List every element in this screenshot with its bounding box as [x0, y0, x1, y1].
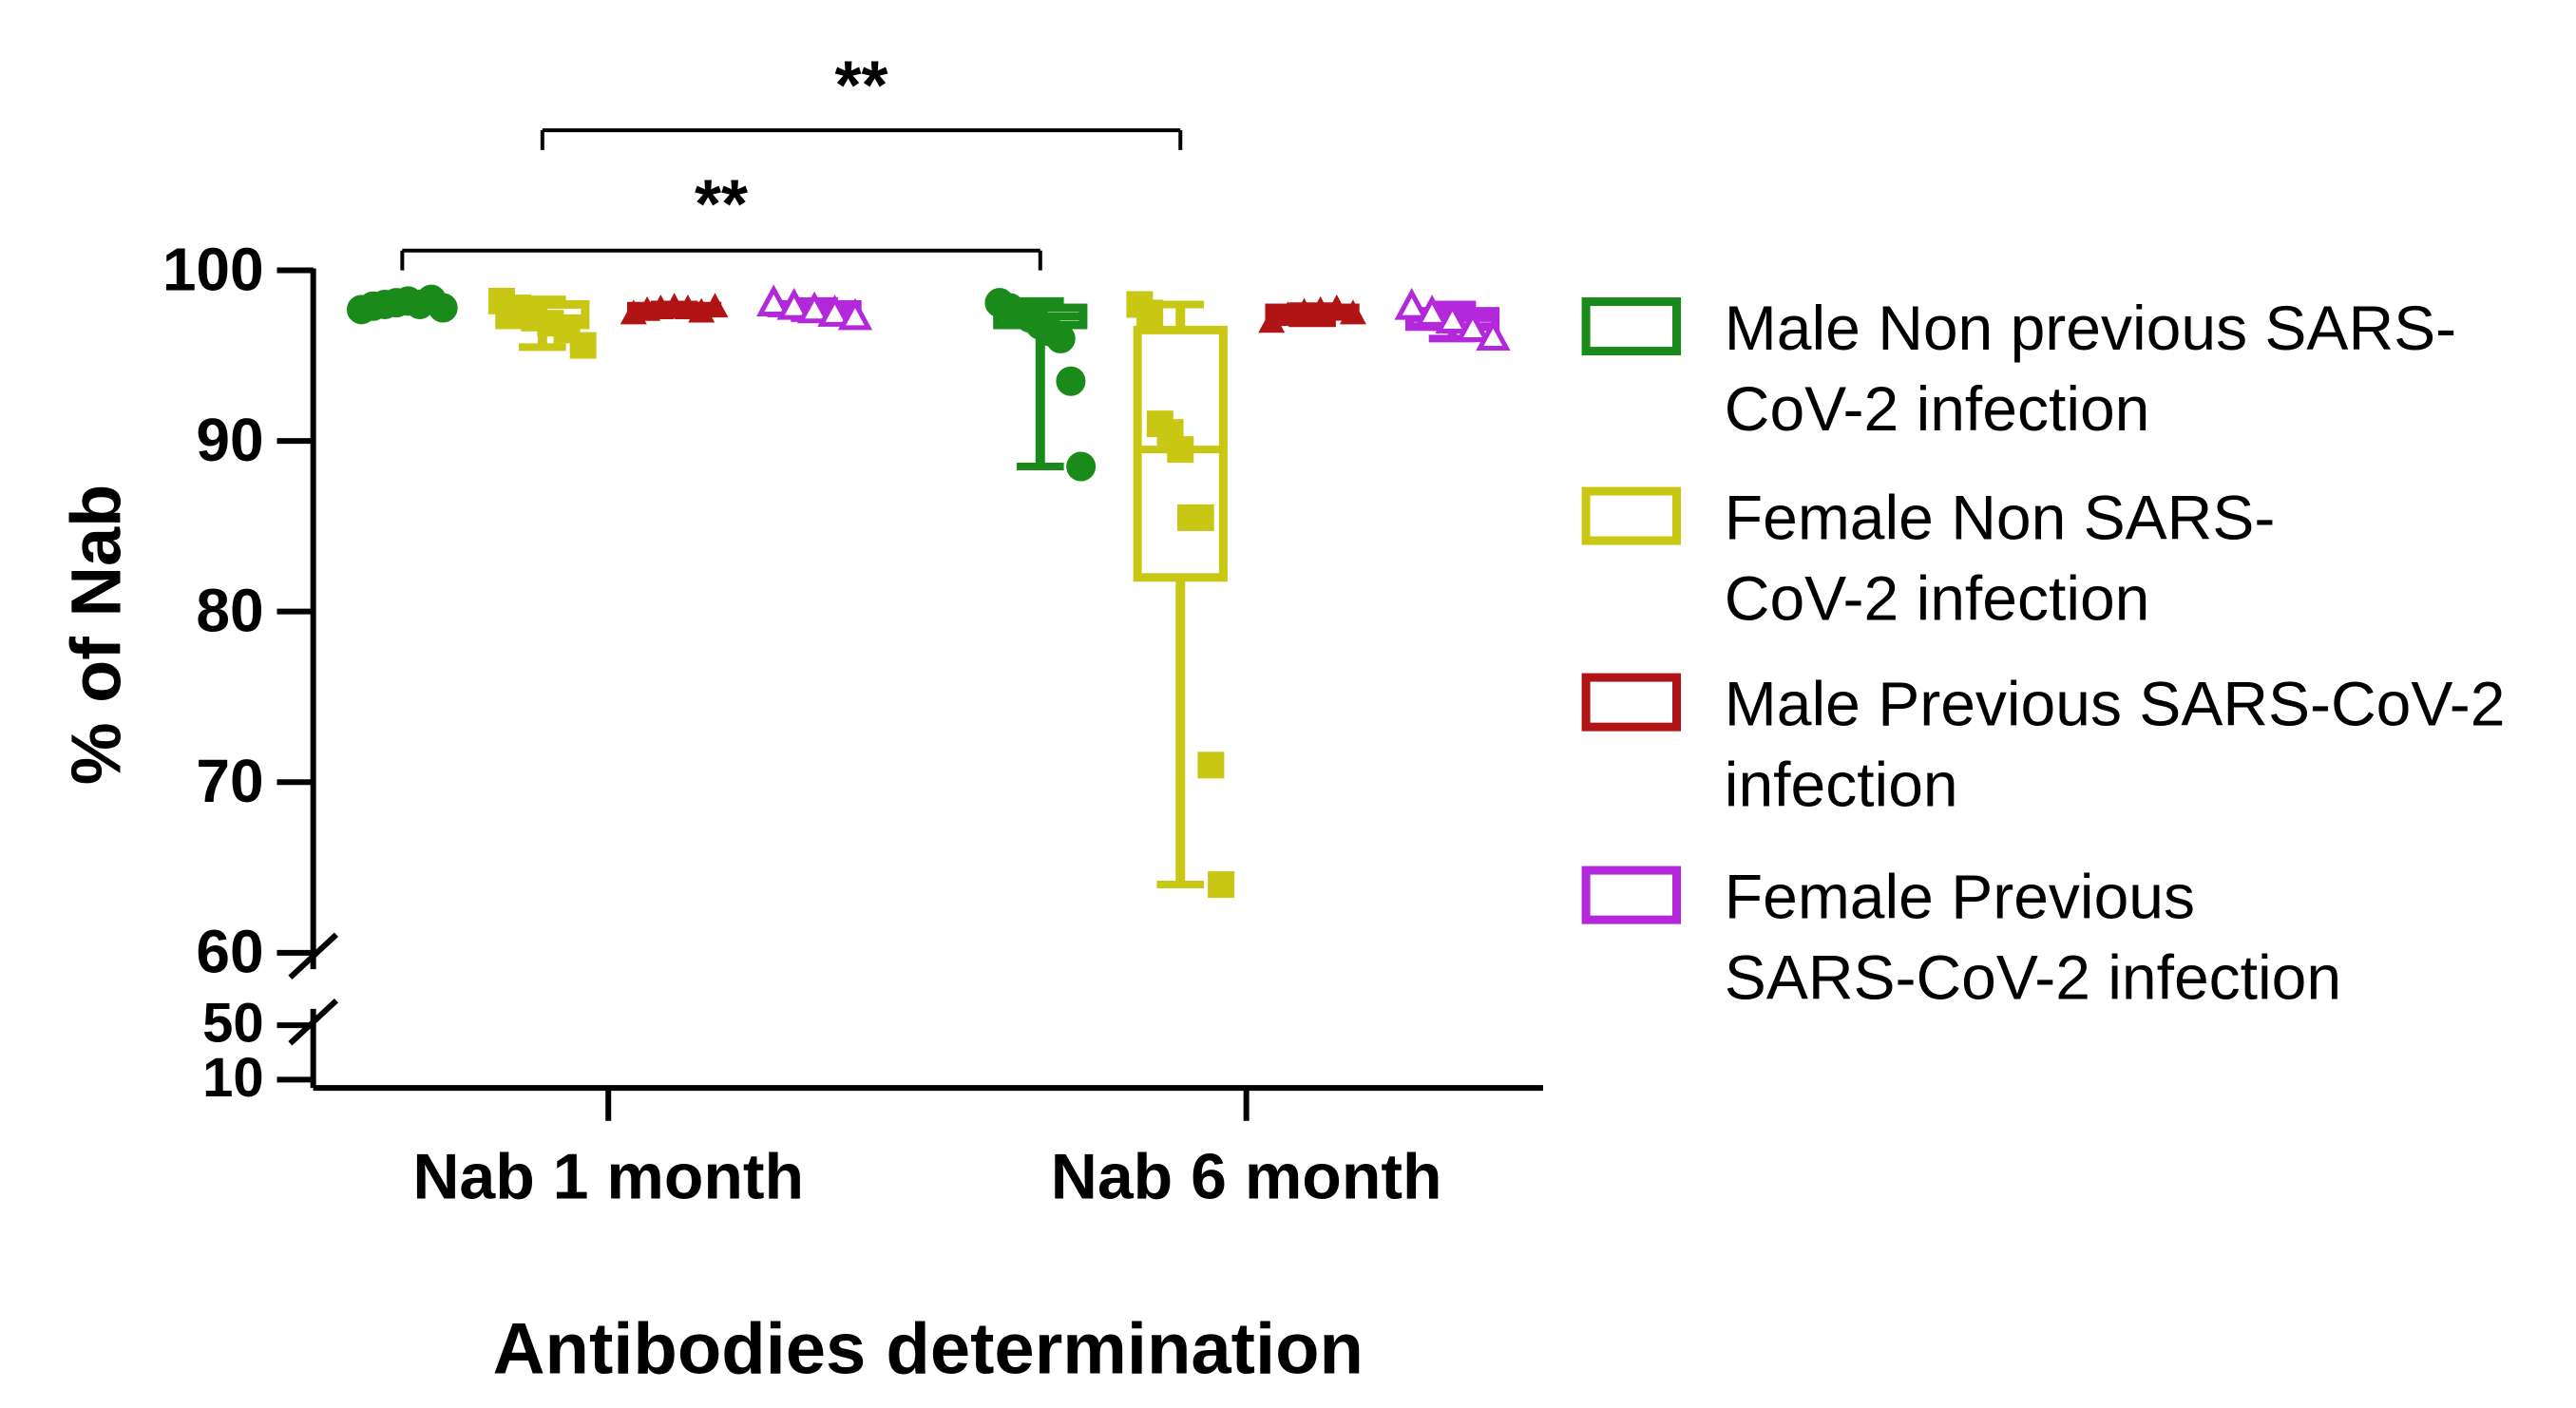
y-tick-label: 80	[196, 577, 263, 645]
data-point	[837, 297, 873, 331]
legend: Male Non previous SARS- CoV-2 infection …	[1581, 293, 2506, 1012]
legend-swatch-female-previous	[1581, 866, 1681, 924]
y-tick-label: 70	[196, 747, 263, 815]
axes: Nab 1 month Nab 6 month Antibodies deter…	[57, 235, 1543, 1389]
data-point	[796, 291, 832, 324]
data-point	[1323, 295, 1350, 319]
box-0-1	[984, 288, 1097, 482]
data-point	[1066, 451, 1097, 482]
x-tick-label: Nab 6 month	[1051, 1140, 1442, 1212]
data-point	[1339, 299, 1366, 325]
data-point	[1414, 295, 1450, 327]
data-point	[1197, 752, 1225, 779]
y-tick-label: 90	[196, 406, 263, 474]
legend-swatch-male-non-previous	[1581, 297, 1681, 356]
box-1-1	[1126, 291, 1235, 899]
legend-label: CoV-2 infection	[1725, 373, 2150, 444]
data-point	[756, 284, 792, 317]
data-point	[1136, 299, 1164, 327]
data-point	[1208, 871, 1235, 899]
box-plots	[346, 284, 1511, 899]
significance-label: **	[695, 166, 748, 242]
legend-swatch-female-non	[1581, 486, 1681, 545]
box-0-0	[346, 284, 458, 325]
data-point	[701, 293, 729, 318]
y-axis-break-mark	[288, 998, 338, 1046]
y-axis-title: % of Nab	[57, 485, 136, 786]
significance-annotations: ** **	[400, 48, 1183, 271]
data-point	[1435, 301, 1470, 334]
data-point	[1394, 287, 1429, 320]
data-point	[1187, 504, 1214, 531]
legend-swatch-male-previous	[1581, 673, 1681, 732]
legend-label: Female Previous	[1725, 861, 2195, 931]
box-3-1	[1394, 287, 1511, 351]
data-point	[817, 295, 852, 327]
data-point	[1476, 318, 1511, 351]
box-2-0	[620, 293, 729, 325]
data-point	[569, 332, 597, 359]
legend-label: Female Non SARS-	[1725, 482, 2276, 552]
legend-label: Male Previous SARS-CoV-2	[1725, 668, 2506, 738]
y-tick-label: 10	[202, 1047, 264, 1109]
data-point	[776, 287, 811, 320]
legend-label: CoV-2 infection	[1725, 562, 2150, 633]
y-tick-label: 100	[162, 235, 264, 303]
data-point	[428, 293, 458, 323]
legend-label: SARS-CoV-2 infection	[1725, 942, 2341, 1012]
y-tick-label: 60	[196, 918, 263, 986]
box-2-1	[1258, 295, 1366, 333]
box-iqr	[1133, 325, 1228, 582]
data-point	[1258, 308, 1286, 333]
y-tick-label: 50	[202, 993, 264, 1055]
data-point	[1056, 366, 1086, 396]
x-axis-title: Antibodies determination	[493, 1308, 1364, 1389]
data-point	[1045, 323, 1076, 353]
legend-label: infection	[1725, 749, 1958, 819]
box-1-0	[487, 287, 597, 359]
x-tick-label: Nab 1 month	[412, 1140, 804, 1212]
box-3-0	[756, 284, 873, 331]
y-axis-break-mark	[288, 932, 338, 980]
legend-label: Male Non previous SARS-	[1725, 293, 2456, 363]
data-point	[1455, 310, 1491, 342]
data-point	[1167, 436, 1194, 464]
significance-label: **	[835, 48, 888, 124]
